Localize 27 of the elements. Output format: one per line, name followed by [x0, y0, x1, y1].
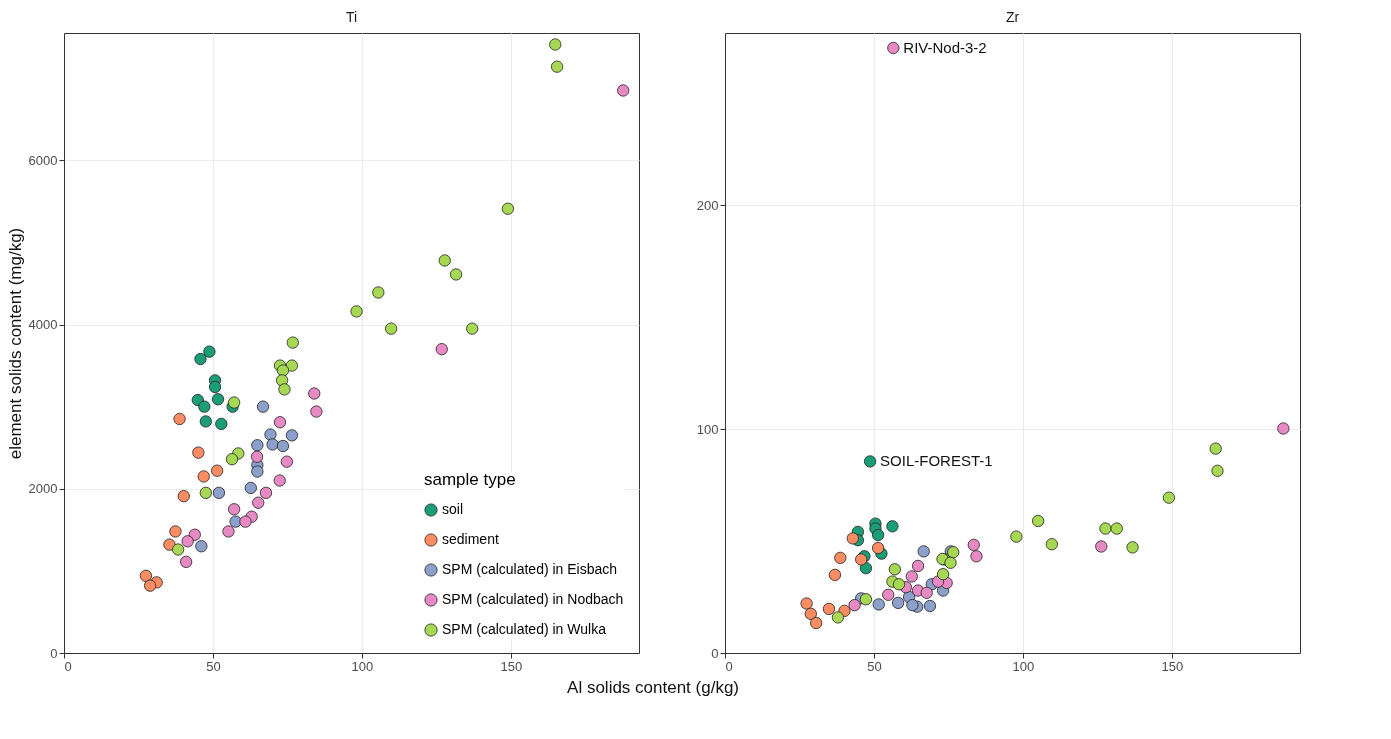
x-tick-label: 0 [64, 658, 72, 674]
x-tick-label: 150 [1161, 658, 1184, 674]
legend-label: SPM (calculated) in Nodbach [442, 591, 624, 607]
x-tick-label: 100 [1012, 658, 1035, 674]
annotation: RIV-Nod-3-2 [903, 39, 987, 56]
legend-label: soil [442, 501, 464, 517]
annotation: SOIL-FOREST-1 [880, 452, 993, 470]
y-tick-label: 0 [711, 645, 719, 661]
y-axis-title: element solids content (mg/kg) [5, 227, 25, 460]
x-tick-label: 150 [500, 658, 523, 674]
y-tick-label: 100 [696, 421, 719, 437]
x-tick-label: 50 [206, 658, 221, 674]
x-tick-label: 0 [725, 658, 733, 674]
x-axis-title: Al solids content (g/kg) [567, 677, 740, 697]
chart-title: Zr [1005, 9, 1020, 25]
y-tick-label: 2000 [28, 481, 58, 497]
y-tick-label: 200 [696, 197, 719, 213]
chart-title: Ti [345, 9, 358, 25]
y-tick-label: 4000 [28, 317, 58, 333]
x-tick-label: 50 [867, 658, 882, 674]
legend-label: SPM (calculated) in Wulka [442, 621, 607, 637]
legend-title: sample type [424, 470, 516, 489]
legend-label: sediment [442, 531, 499, 547]
x-tick-label: 100 [351, 658, 374, 674]
y-tick-label: 0 [50, 645, 58, 661]
legend-label: SPM (calculated) in Eisbach [442, 561, 618, 577]
y-tick-label: 6000 [28, 152, 58, 168]
